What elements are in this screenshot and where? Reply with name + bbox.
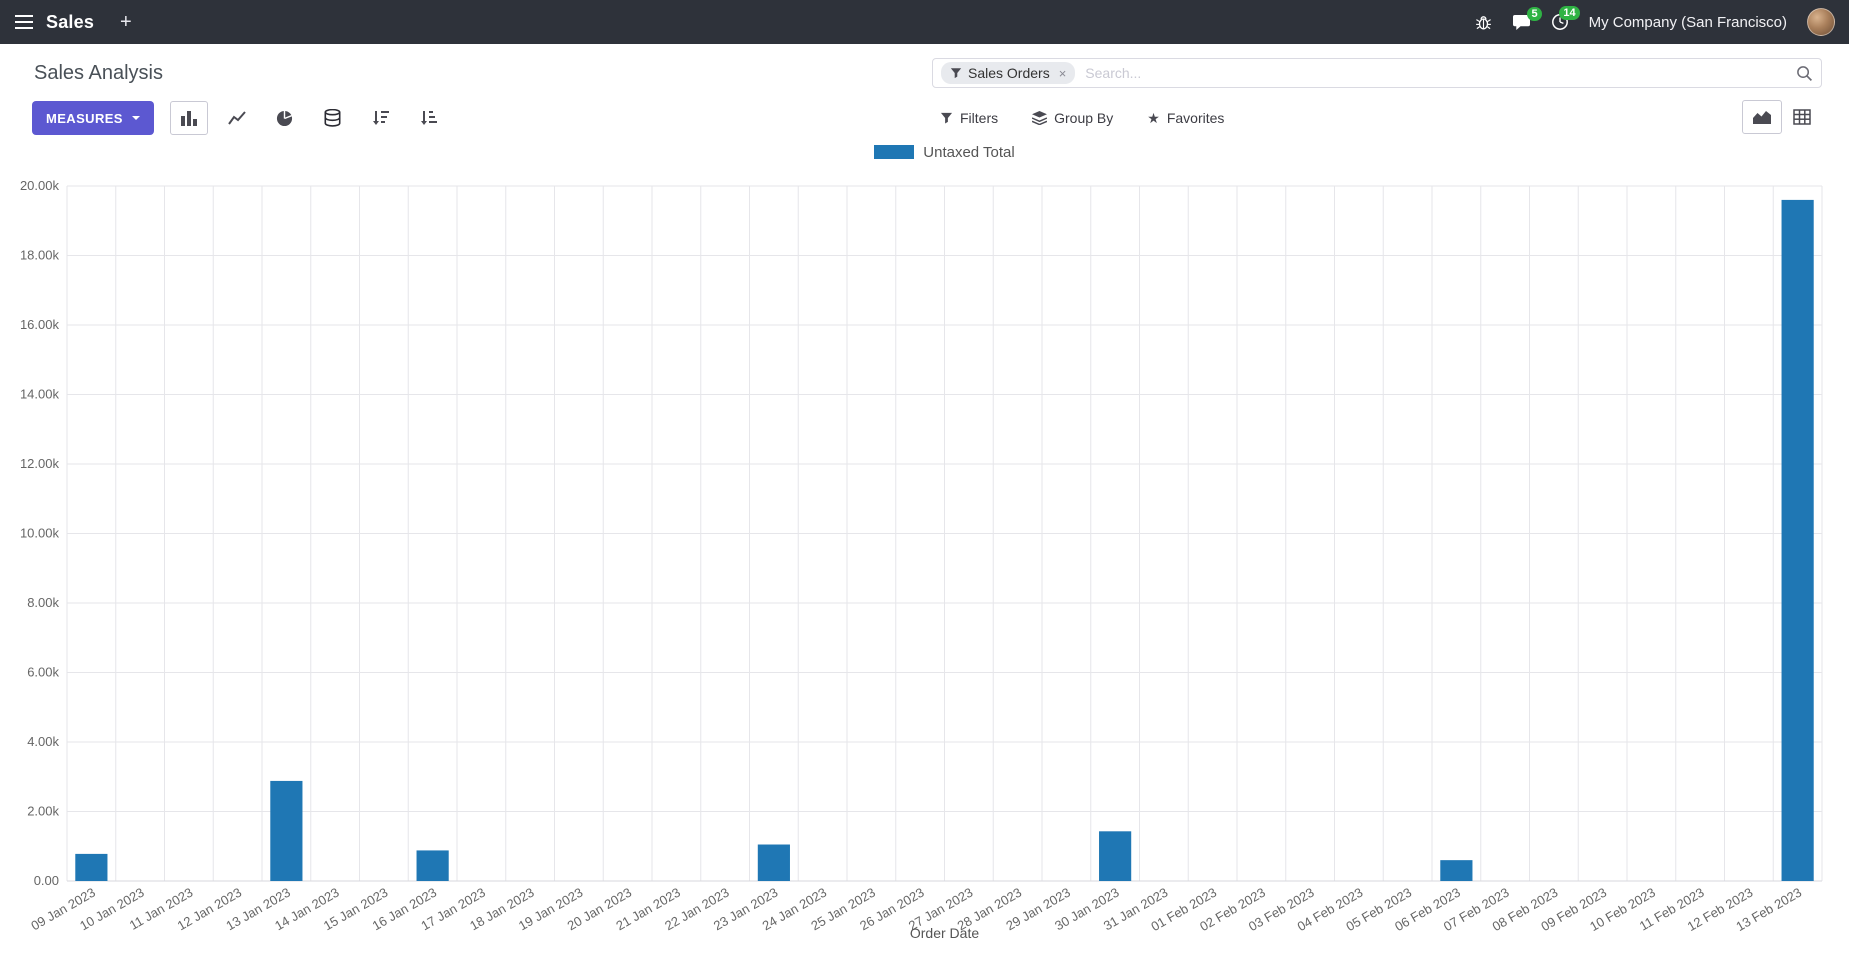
favorites-label: Favorites — [1166, 110, 1225, 126]
bar-chart: 0.00 2.00k 4.00k 6.00k 8.00k 10.00k 12.00k 14.0… — [20, 178, 1823, 941]
y-tick-label: 0.00 — [34, 873, 59, 888]
chart-legend[interactable]: Untaxed Total — [67, 140, 1822, 164]
apps-menu-icon[interactable] — [14, 15, 34, 29]
graph-view-area: Untaxed Total 0.00 2.00k 4.00k 6.00k 8.00k 10… — [0, 136, 1849, 954]
filters-button[interactable]: Filters — [940, 110, 998, 126]
y-tick-label: 18.00k — [20, 248, 60, 263]
search-bar[interactable]: Sales Orders × — [932, 58, 1822, 88]
breadcrumb-row: Sales Analysis Sales Orders × — [0, 56, 1849, 90]
sort-descending-button[interactable] — [362, 101, 400, 135]
pivot-view-button[interactable] — [1782, 100, 1822, 134]
legend-label: Untaxed Total — [923, 143, 1015, 161]
stacked-toggle-button[interactable] — [314, 101, 352, 135]
view-switcher — [1742, 100, 1822, 134]
measures-label: MEASURES — [46, 110, 123, 126]
chat-bubble-icon — [1512, 14, 1530, 30]
y-tick-label: 12.00k — [20, 456, 60, 471]
magnifier-icon — [1797, 65, 1812, 81]
search-options: Filters Group By ★ Favorites — [940, 100, 1224, 136]
group-by-label: Group By — [1054, 110, 1114, 126]
facet-remove-button[interactable]: × — [1058, 65, 1067, 81]
filter-facet-icon — [950, 68, 962, 79]
measures-button[interactable]: MEASURES — [32, 101, 154, 135]
pivot-view-icon — [1793, 109, 1811, 125]
bar[interactable] — [1781, 199, 1814, 881]
chart-type-line-button[interactable] — [218, 101, 256, 135]
bar[interactable] — [757, 844, 790, 881]
debug-button[interactable] — [1475, 14, 1492, 31]
chart-type-pie-button[interactable] — [266, 101, 304, 135]
user-avatar[interactable] — [1807, 8, 1835, 36]
y-tick-label: 8.00k — [27, 595, 59, 610]
page-title: Sales Analysis — [34, 61, 163, 84]
chart-type-bar-button[interactable] — [169, 101, 208, 135]
activities-button[interactable]: 14 — [1551, 6, 1580, 31]
top-navbar: Sales + 5 — [0, 0, 1849, 44]
search-facet-label: Sales Orders — [968, 65, 1050, 81]
bar[interactable] — [75, 853, 108, 881]
star-icon: ★ — [1147, 110, 1160, 126]
bar-chart-icon — [180, 111, 197, 126]
search-input[interactable] — [1083, 64, 1788, 82]
filters-label: Filters — [960, 110, 999, 126]
y-tick-label: 4.00k — [27, 734, 59, 749]
filter-icon — [940, 112, 953, 124]
toolbar-row: MEASURES — [0, 100, 1849, 136]
bug-icon — [1475, 15, 1491, 29]
bar[interactable] — [1440, 860, 1473, 881]
y-tick-label: 2.00k — [27, 804, 59, 819]
layers-icon — [1032, 111, 1048, 125]
hamburger-icon — [15, 15, 33, 29]
bar[interactable] — [416, 850, 449, 881]
legend-swatch — [874, 145, 915, 159]
favorites-button[interactable]: ★ Favorites — [1147, 110, 1224, 126]
line-chart-icon — [228, 111, 246, 125]
y-tick-label: 20.00k — [20, 178, 60, 193]
bar[interactable] — [270, 780, 303, 881]
sort-asc-icon — [420, 111, 437, 125]
y-tick-label: 10.00k — [20, 526, 60, 541]
y-tick-label: 16.00k — [20, 317, 60, 332]
group-by-button[interactable]: Group By — [1032, 110, 1113, 126]
activities-badge: 14 — [1559, 6, 1580, 20]
bar[interactable] — [1099, 831, 1132, 881]
navbar-right: 5 14 My Company (San Francisco) — [1475, 6, 1835, 36]
graph-view-button[interactable] — [1742, 100, 1782, 134]
app-name[interactable]: Sales — [46, 11, 95, 32]
new-tab-button[interactable]: + — [120, 10, 132, 33]
search-icon[interactable] — [1796, 65, 1813, 82]
stacked-database-icon — [324, 109, 341, 127]
pie-chart-icon — [277, 110, 293, 126]
messages-button[interactable]: 5 — [1512, 6, 1542, 31]
graph-view-icon — [1753, 111, 1771, 124]
x-axis-title: Order Date — [910, 925, 979, 941]
sort-ascending-button[interactable] — [410, 101, 448, 135]
company-switcher[interactable]: My Company (San Francisco) — [1588, 13, 1787, 31]
sort-desc-icon — [372, 111, 389, 125]
y-tick-label: 14.00k — [20, 387, 60, 402]
search-facet[interactable]: Sales Orders × — [941, 62, 1076, 84]
messages-badge: 5 — [1527, 6, 1542, 21]
y-tick-label: 6.00k — [27, 665, 59, 680]
control-panel: Sales Analysis Sales Orders × — [0, 44, 1849, 136]
chevron-down-icon — [131, 116, 140, 120]
